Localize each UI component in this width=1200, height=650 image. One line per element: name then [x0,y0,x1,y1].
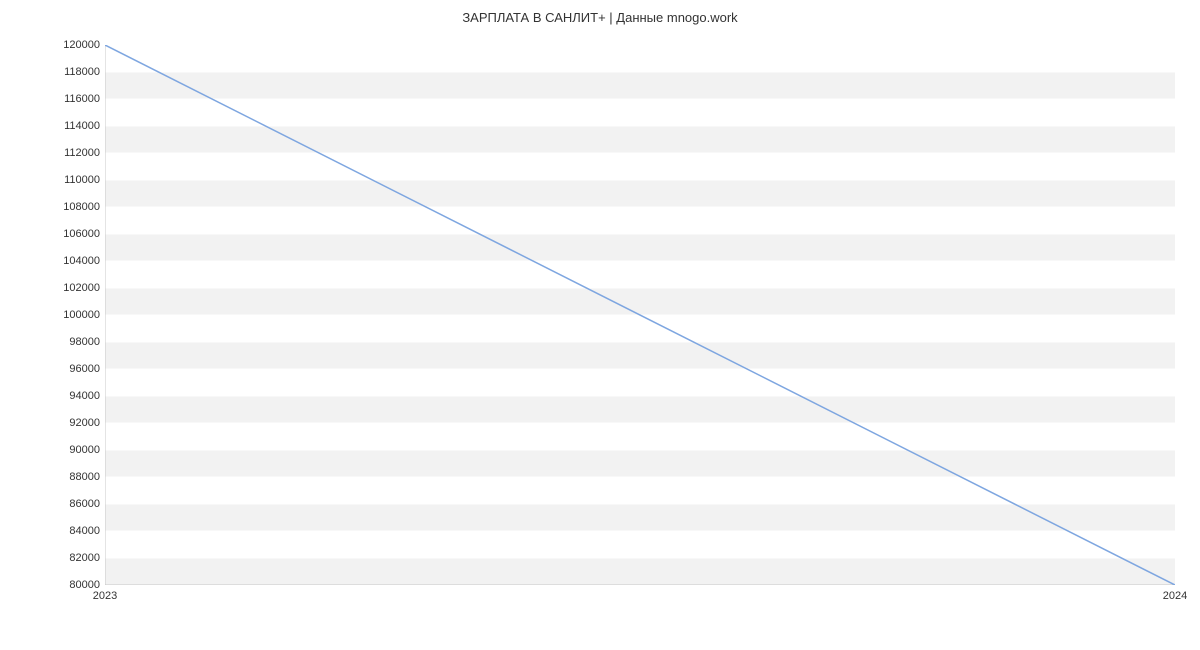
y-tick-label: 88000 [40,471,100,483]
y-tick-label: 94000 [40,390,100,402]
y-tick-label: 82000 [40,552,100,564]
chart-svg [105,45,1175,585]
x-tick-label: 2024 [1163,590,1187,602]
y-tick-label: 118000 [40,66,100,78]
y-tick-label: 114000 [40,120,100,132]
y-tick-label: 112000 [40,147,100,159]
y-tick-label: 100000 [40,309,100,321]
y-tick-label: 96000 [40,363,100,375]
y-tick-label: 92000 [40,417,100,429]
y-tick-label: 106000 [40,228,100,240]
plot-area [105,45,1175,585]
chart-title: ЗАРПЛАТА В САНЛИТ+ | Данные mnogo.work [0,10,1200,25]
y-tick-label: 102000 [40,282,100,294]
y-tick-label: 104000 [40,255,100,267]
y-tick-label: 80000 [40,579,100,591]
y-tick-label: 108000 [40,201,100,213]
y-tick-label: 116000 [40,93,100,105]
y-tick-label: 86000 [40,498,100,510]
y-tick-label: 110000 [40,174,100,186]
x-tick-label: 2023 [93,590,117,602]
y-tick-label: 120000 [40,39,100,51]
y-tick-label: 98000 [40,336,100,348]
y-tick-label: 90000 [40,444,100,456]
y-tick-label: 84000 [40,525,100,537]
